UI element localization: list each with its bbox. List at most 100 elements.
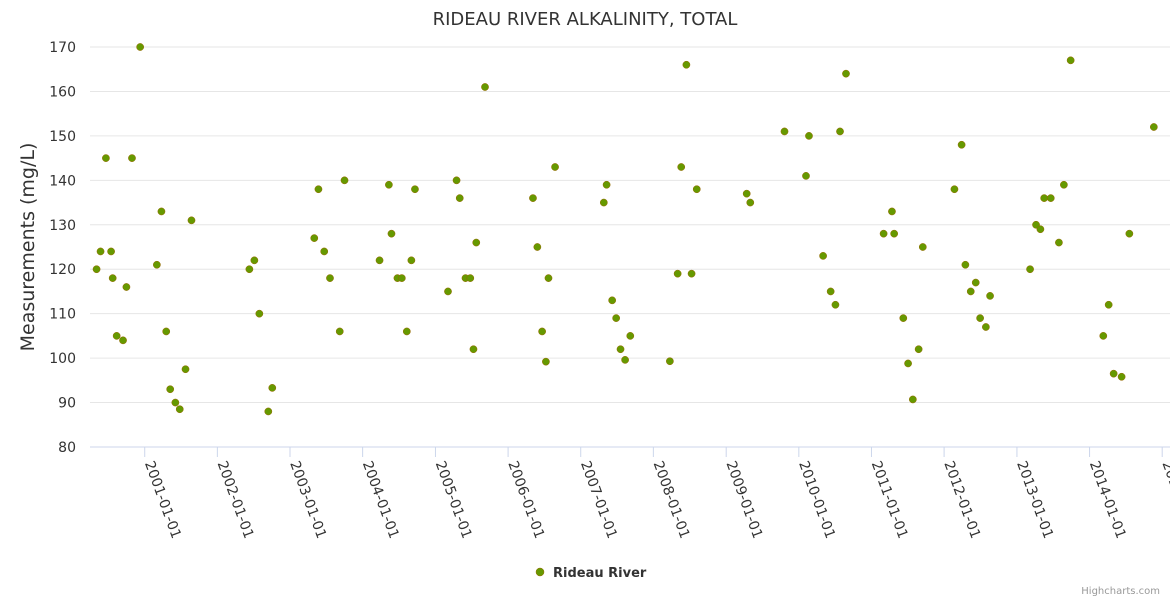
data-point[interactable]: [904, 359, 912, 368]
data-point[interactable]: [1149, 123, 1158, 131]
data-point[interactable]: [687, 269, 696, 278]
data-point[interactable]: [452, 176, 461, 185]
data-point[interactable]: [551, 163, 559, 171]
data-point[interactable]: [1055, 238, 1063, 247]
data-point[interactable]: [136, 43, 144, 51]
data-point[interactable]: [957, 140, 966, 149]
data-point[interactable]: [802, 172, 810, 180]
data-point[interactable]: [320, 247, 329, 256]
data-point[interactable]: [836, 127, 844, 136]
data-point[interactable]: [375, 256, 384, 265]
data-point[interactable]: [250, 256, 259, 265]
data-point[interactable]: [533, 243, 542, 251]
data-point[interactable]: [899, 314, 908, 322]
data-point[interactable]: [888, 207, 896, 216]
data-point[interactable]: [918, 243, 927, 251]
data-point[interactable]: [982, 323, 990, 331]
data-point[interactable]: [1109, 369, 1118, 378]
data-point[interactable]: [909, 395, 917, 404]
data-point[interactable]: [529, 194, 537, 202]
data-point[interactable]: [831, 300, 840, 309]
data-point[interactable]: [602, 180, 611, 189]
data-point[interactable]: [976, 314, 984, 322]
data-point[interactable]: [742, 189, 751, 198]
data-point[interactable]: [122, 283, 131, 291]
data-point[interactable]: [397, 274, 406, 282]
data-point[interactable]: [544, 274, 553, 282]
data-point[interactable]: [264, 407, 273, 416]
data-point[interactable]: [108, 274, 117, 282]
data-point[interactable]: [1060, 180, 1068, 189]
data-point[interactable]: [890, 229, 898, 238]
data-point[interactable]: [986, 292, 994, 300]
data-point[interactable]: [157, 207, 166, 216]
data-point[interactable]: [914, 345, 923, 354]
data-point[interactable]: [166, 385, 175, 394]
data-point[interactable]: [666, 357, 674, 366]
data-point[interactable]: [402, 327, 411, 336]
data-point[interactable]: [608, 296, 617, 305]
data-point[interactable]: [626, 332, 635, 340]
data-point[interactable]: [107, 247, 115, 256]
data-point[interactable]: [819, 252, 827, 260]
data-point[interactable]: [444, 287, 452, 296]
data-point[interactable]: [542, 357, 550, 366]
data-point[interactable]: [162, 327, 171, 336]
data-point[interactable]: [387, 229, 396, 238]
data-point[interactable]: [599, 198, 608, 207]
data-point[interactable]: [1026, 265, 1034, 274]
data-point[interactable]: [692, 185, 701, 194]
data-point[interactable]: [102, 154, 110, 162]
data-point[interactable]: [92, 265, 101, 274]
data-point[interactable]: [335, 327, 344, 336]
data-point[interactable]: [805, 132, 813, 140]
data-point[interactable]: [621, 356, 629, 364]
data-point[interactable]: [538, 327, 546, 336]
data-point[interactable]: [1066, 56, 1075, 65]
data-point[interactable]: [175, 405, 184, 414]
data-point[interactable]: [1040, 194, 1049, 202]
data-point[interactable]: [961, 260, 970, 269]
data-point[interactable]: [966, 287, 975, 296]
data-point[interactable]: [682, 60, 691, 69]
data-point[interactable]: [407, 256, 416, 265]
data-point[interactable]: [1125, 229, 1134, 238]
data-point[interactable]: [746, 198, 755, 207]
data-point[interactable]: [677, 163, 686, 171]
data-point[interactable]: [950, 185, 959, 194]
data-point[interactable]: [466, 274, 475, 282]
data-point[interactable]: [187, 216, 196, 225]
credits-link[interactable]: Highcharts.com: [1081, 586, 1160, 597]
data-point[interactable]: [385, 180, 393, 189]
data-point[interactable]: [1046, 194, 1055, 202]
data-point[interactable]: [612, 314, 620, 322]
data-point[interactable]: [879, 229, 888, 238]
data-point[interactable]: [96, 247, 105, 256]
data-point[interactable]: [255, 309, 264, 318]
data-point[interactable]: [1036, 225, 1045, 234]
data-point[interactable]: [1104, 300, 1113, 309]
data-point[interactable]: [119, 336, 127, 345]
data-point[interactable]: [481, 83, 489, 91]
data-point[interactable]: [245, 265, 254, 274]
data-point[interactable]: [181, 365, 190, 374]
data-point[interactable]: [153, 260, 161, 269]
data-point[interactable]: [673, 269, 682, 278]
data-point[interactable]: [340, 176, 349, 185]
data-point[interactable]: [616, 345, 625, 354]
data-point[interactable]: [268, 384, 277, 392]
legend[interactable]: Rideau River: [535, 566, 647, 581]
data-point[interactable]: [826, 287, 835, 296]
data-point[interactable]: [971, 278, 980, 287]
series-rideau-river[interactable]: [92, 43, 1158, 416]
data-point[interactable]: [112, 332, 121, 340]
data-point[interactable]: [171, 398, 180, 407]
data-point[interactable]: [1117, 372, 1126, 381]
legend-label[interactable]: Rideau River: [553, 566, 647, 581]
data-point[interactable]: [326, 274, 334, 282]
data-point[interactable]: [411, 185, 419, 194]
data-point[interactable]: [472, 238, 481, 247]
data-point[interactable]: [314, 185, 323, 194]
data-point[interactable]: [469, 345, 478, 354]
data-point[interactable]: [842, 69, 850, 78]
